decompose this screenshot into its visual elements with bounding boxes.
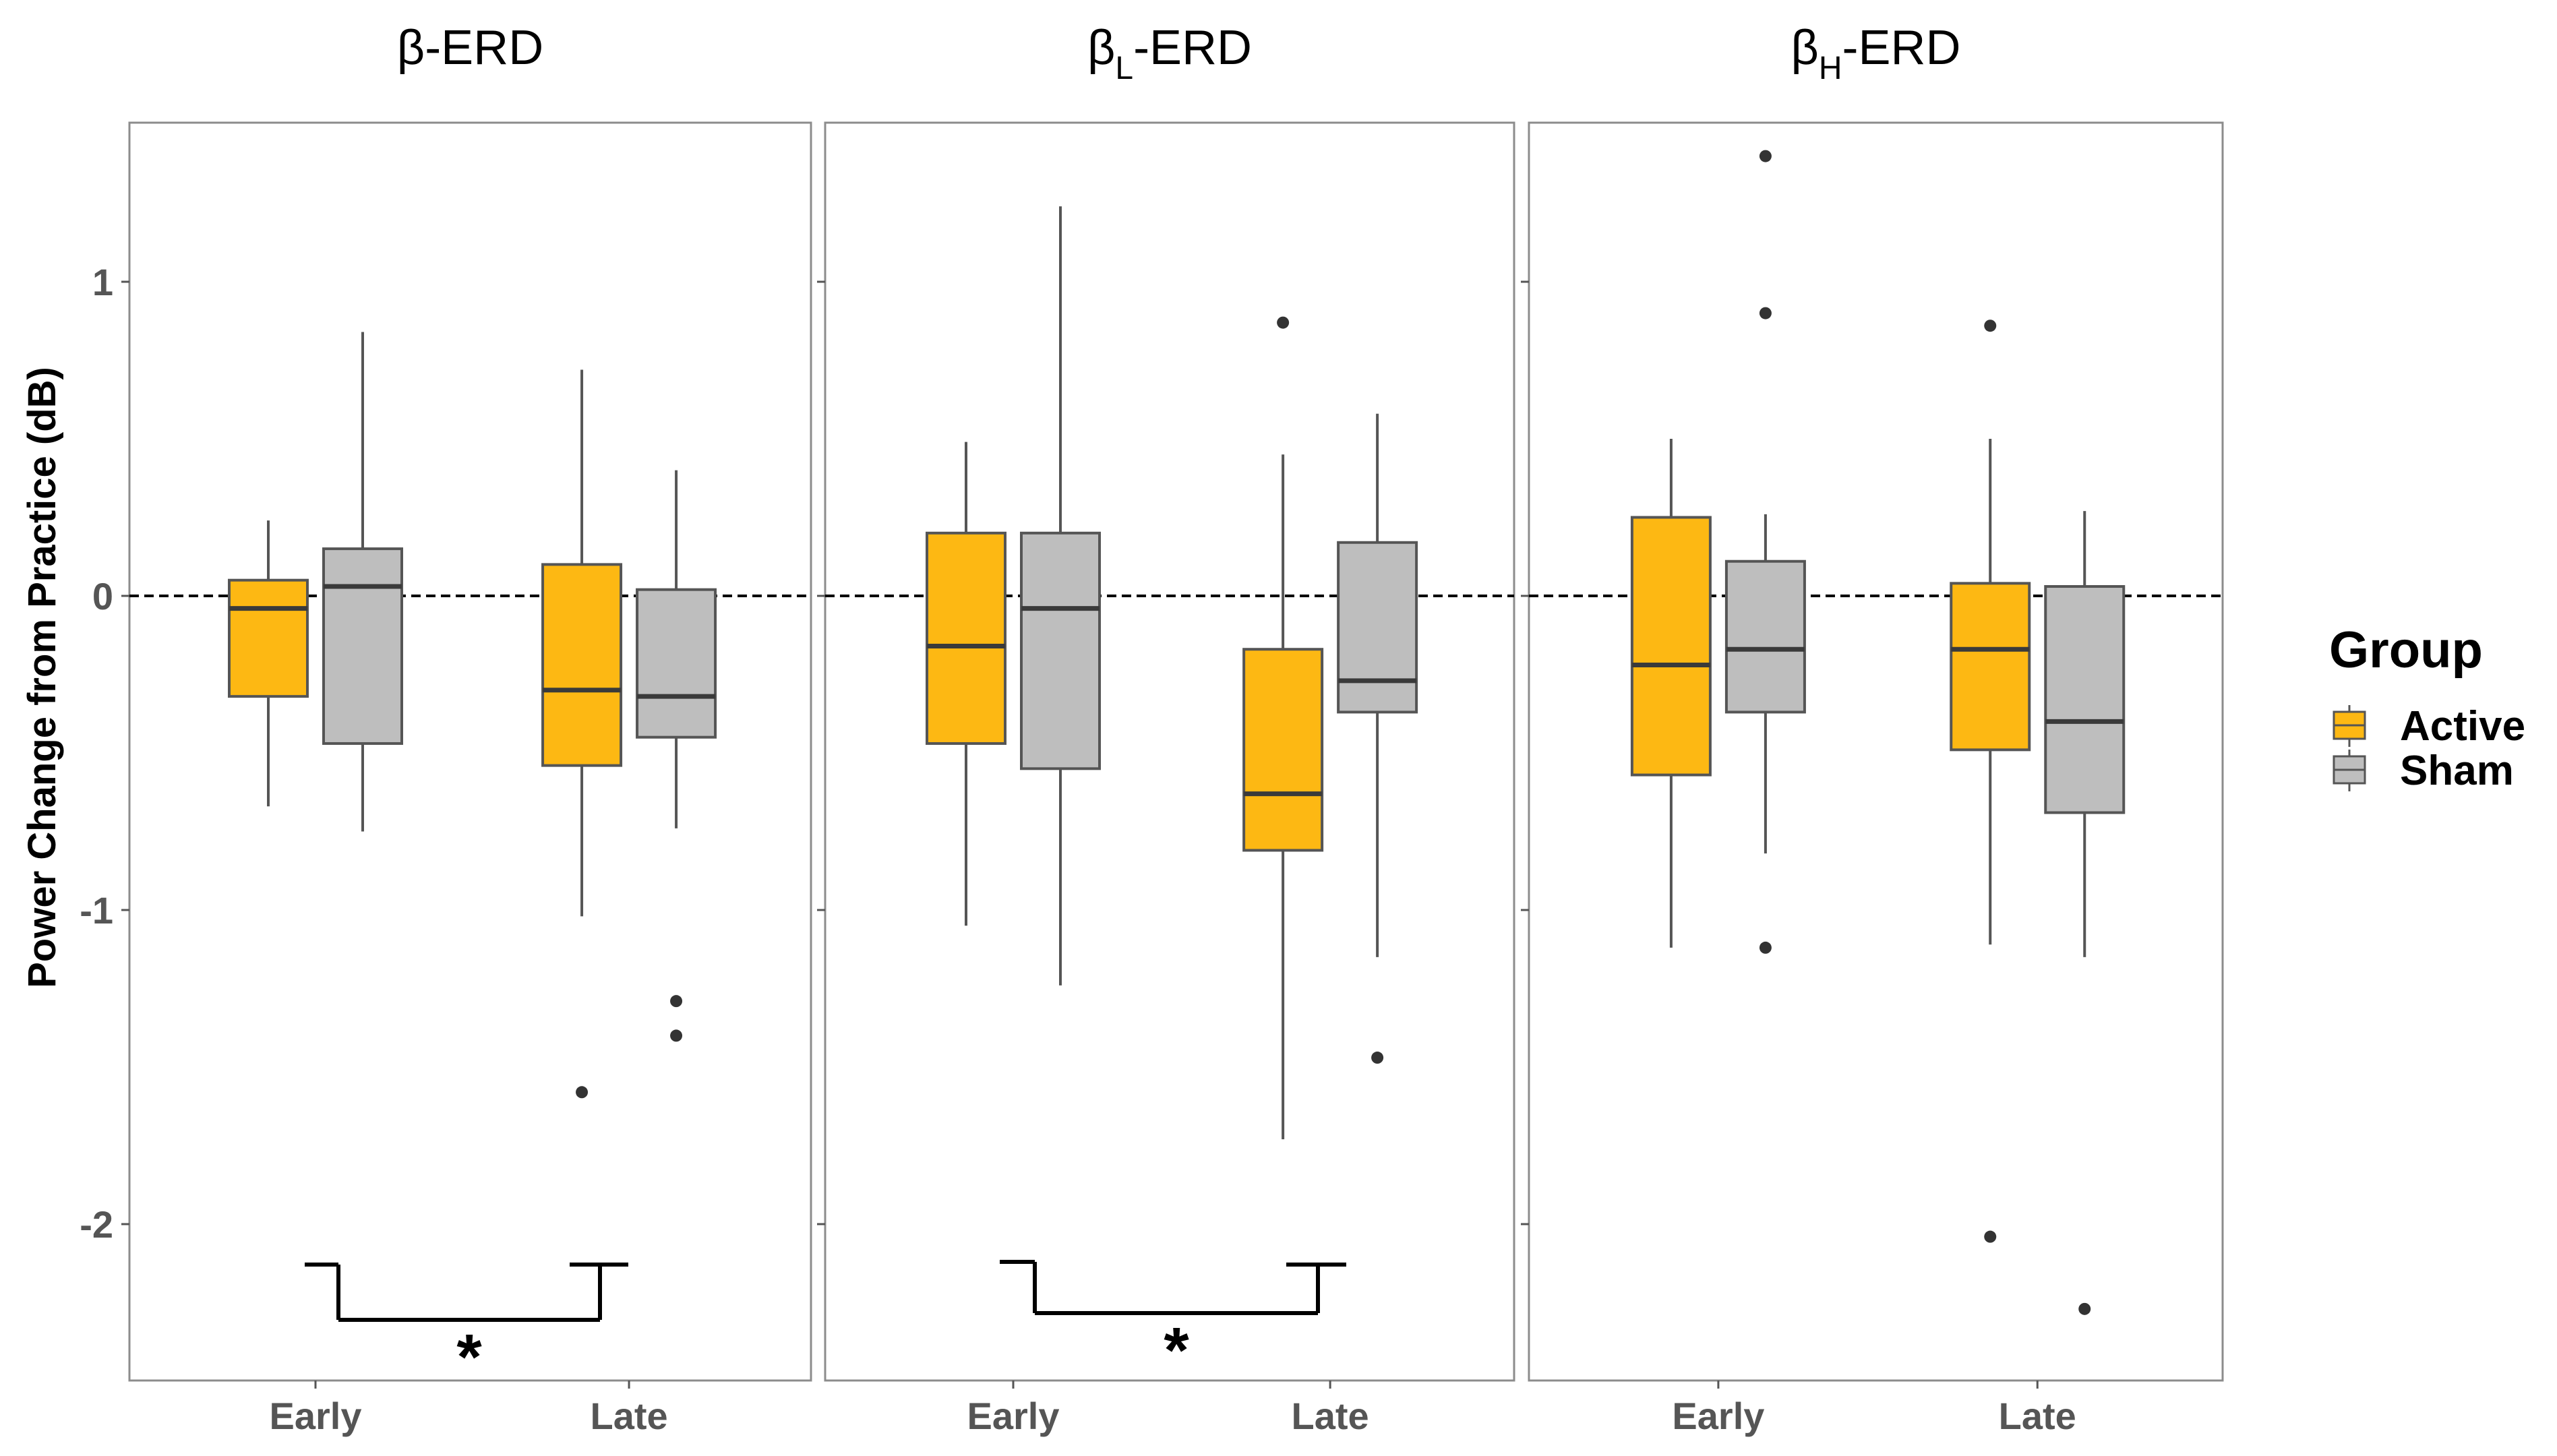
- outlier-point: [1984, 1230, 1997, 1243]
- box-early-active: [228, 520, 309, 807]
- box-iqr: [1242, 648, 1324, 852]
- outlier-point: [670, 1029, 683, 1042]
- legend-entry-active: Active: [2333, 703, 2525, 750]
- outlier-point: [670, 995, 683, 1008]
- x-tick-label-late: Late: [1999, 1395, 2076, 1437]
- box-early-active: [1630, 439, 1712, 948]
- facet-panel-3: βH-ERD Early Late: [1521, 21, 2224, 1437]
- facet-title-main: β: [1087, 21, 1115, 75]
- significance-star: *: [456, 1321, 482, 1393]
- y-tick-label: -2: [80, 1203, 113, 1246]
- significance-bracket: *: [1000, 1260, 1346, 1387]
- box-early-active: [926, 442, 1007, 926]
- facet-title-tail: -ERD: [1842, 21, 1961, 75]
- facet-title-main: β: [1791, 21, 1818, 75]
- box-iqr: [926, 531, 1007, 746]
- box-late-sham: [636, 470, 717, 1042]
- x-tick-label-early: Early: [270, 1395, 362, 1437]
- significance-star: *: [1164, 1314, 1189, 1387]
- outlier-point: [1984, 320, 1997, 332]
- box-late-active: [541, 369, 623, 1099]
- facet-title-main: β: [397, 21, 425, 75]
- panel-frame: [128, 121, 812, 1382]
- facet-title-tail: -ERD: [425, 21, 543, 75]
- box-iqr: [1630, 516, 1712, 777]
- outlier-point: [1759, 307, 1772, 320]
- x-tick-label-early: Early: [967, 1395, 1060, 1437]
- outlier-point: [1759, 150, 1772, 162]
- box-iqr: [1337, 541, 1418, 714]
- box-iqr: [228, 578, 309, 698]
- facet-title-subscript: H: [1819, 51, 1842, 86]
- y-tick-label: -1: [80, 889, 113, 932]
- box-iqr: [636, 588, 717, 739]
- box-iqr: [1950, 582, 2031, 752]
- box-late-sham: [2044, 511, 2126, 1315]
- box-iqr: [322, 547, 404, 746]
- box-iqr: [1020, 531, 1102, 770]
- facet-title-subscript: L: [1115, 51, 1133, 86]
- facet-panel-2: βL-ERD Early Late *: [817, 21, 1515, 1437]
- outlier-point: [1371, 1052, 1384, 1064]
- facet-title: β-ERD: [397, 21, 543, 75]
- box-early-sham: [1020, 206, 1102, 985]
- box-iqr: [2044, 585, 2126, 814]
- legend-entry-sham: Sham: [2333, 748, 2514, 794]
- box-early-sham: [322, 332, 404, 832]
- outlier-point: [1759, 941, 1772, 954]
- box-late-active: [1950, 320, 2031, 1243]
- outlier-point: [576, 1086, 589, 1099]
- facet-title: βH-ERD: [1791, 21, 1960, 86]
- box-early-sham: [1724, 150, 1806, 954]
- box-late-sham: [1337, 413, 1418, 1064]
- significance-bracket: *: [305, 1263, 628, 1393]
- x-tick-label-late: Late: [1292, 1395, 1369, 1437]
- facet-panel-1: β-ERD 1 0 -1 -2 Early Late *: [80, 21, 812, 1437]
- outlier-point: [1277, 316, 1290, 329]
- legend-label: Sham: [2400, 748, 2514, 794]
- box-iqr: [541, 563, 623, 767]
- box-iqr: [1724, 559, 1806, 714]
- outlier-point: [2078, 1302, 2091, 1315]
- x-tick-label-late: Late: [590, 1395, 667, 1437]
- legend-label: Active: [2400, 703, 2525, 750]
- legend-title: Group: [2329, 621, 2483, 679]
- facet-title: βL-ERD: [1087, 21, 1252, 86]
- facet-title-tail: -ERD: [1133, 21, 1252, 75]
- y-tick-label: 0: [92, 575, 113, 617]
- panel-frame: [824, 121, 1515, 1382]
- y-tick-label: 1: [92, 261, 113, 303]
- box-late-active: [1242, 316, 1324, 1140]
- y-axis-title: Power Change from Practice (dB): [20, 367, 64, 988]
- x-tick-label-early: Early: [1672, 1395, 1764, 1437]
